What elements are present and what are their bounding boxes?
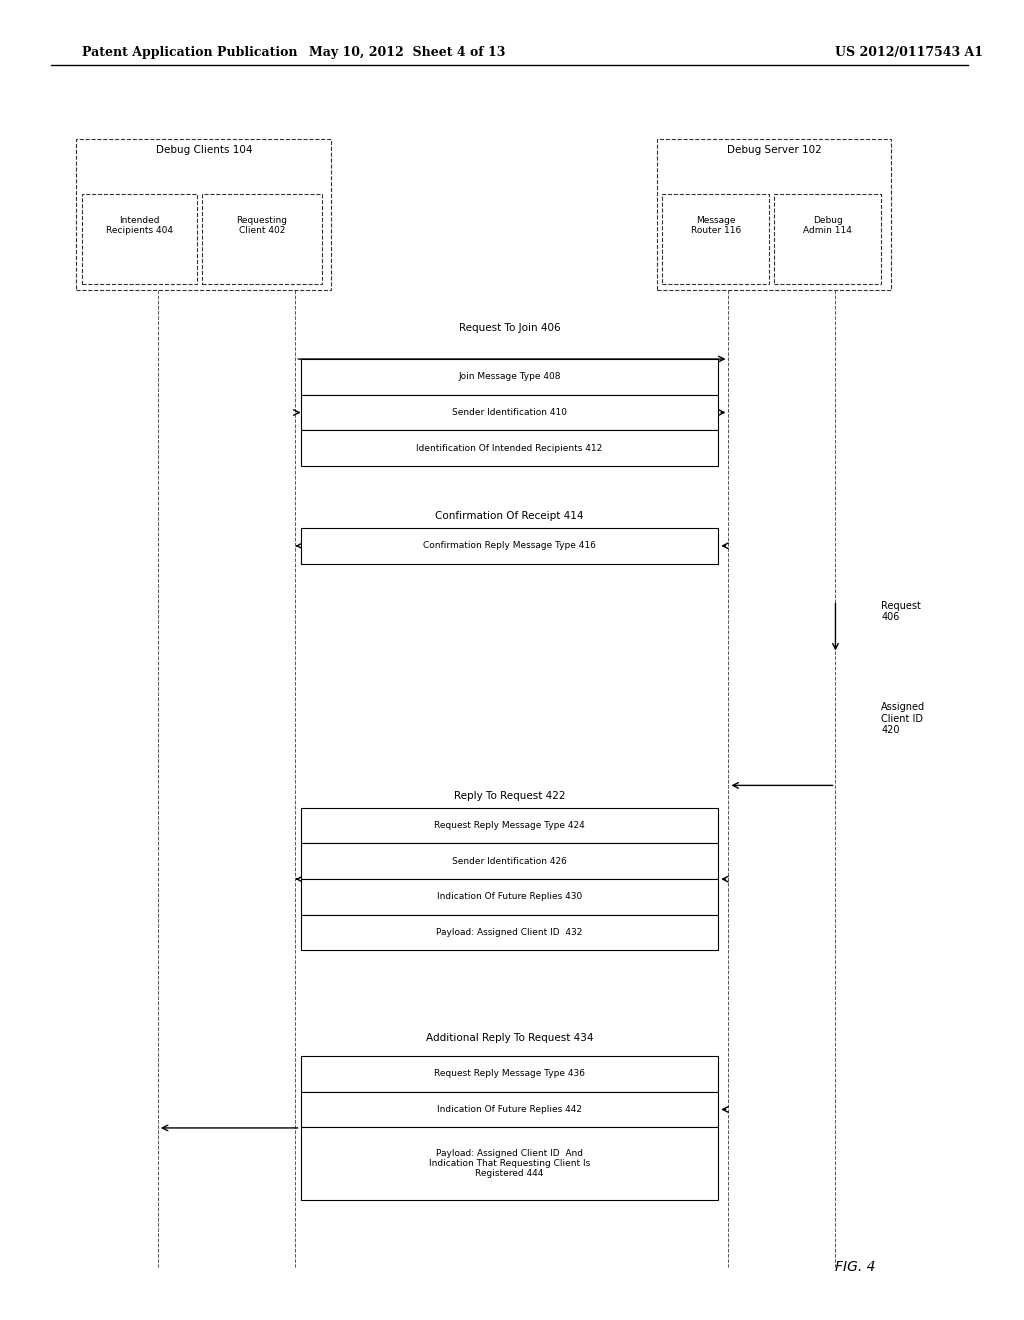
FancyBboxPatch shape <box>301 430 718 466</box>
Text: Assigned
Client ID
420: Assigned Client ID 420 <box>882 702 926 735</box>
Text: Join Message Type 408: Join Message Type 408 <box>458 372 561 381</box>
Text: May 10, 2012  Sheet 4 of 13: May 10, 2012 Sheet 4 of 13 <box>309 46 506 59</box>
Text: Indication Of Future Replies 430: Indication Of Future Replies 430 <box>437 892 582 902</box>
Text: Payload: Assigned Client ID  432: Payload: Assigned Client ID 432 <box>436 928 583 937</box>
Text: Reply To Request 422: Reply To Request 422 <box>454 791 565 801</box>
Text: Identification Of Intended Recipients 412: Identification Of Intended Recipients 41… <box>417 444 602 453</box>
Text: Request To Join 406: Request To Join 406 <box>459 322 560 333</box>
Text: Indication Of Future Replies 442: Indication Of Future Replies 442 <box>437 1105 582 1114</box>
FancyBboxPatch shape <box>657 139 892 290</box>
Text: Intended
Recipients 404: Intended Recipients 404 <box>105 216 173 235</box>
Text: Request Reply Message Type 424: Request Reply Message Type 424 <box>434 821 585 830</box>
FancyBboxPatch shape <box>301 1127 718 1200</box>
Text: Additional Reply To Request 434: Additional Reply To Request 434 <box>426 1032 593 1043</box>
Text: Sender Identification 426: Sender Identification 426 <box>452 857 567 866</box>
FancyBboxPatch shape <box>301 1056 718 1092</box>
FancyBboxPatch shape <box>301 915 718 950</box>
FancyBboxPatch shape <box>82 194 197 284</box>
FancyBboxPatch shape <box>663 194 769 284</box>
FancyBboxPatch shape <box>301 879 718 915</box>
Text: Patent Application Publication: Patent Application Publication <box>82 46 297 59</box>
Text: Requesting
Client 402: Requesting Client 402 <box>237 216 288 235</box>
Text: Debug Server 102: Debug Server 102 <box>727 145 821 156</box>
Text: Request Reply Message Type 436: Request Reply Message Type 436 <box>434 1069 585 1078</box>
Text: US 2012/0117543 A1: US 2012/0117543 A1 <box>836 46 983 59</box>
FancyBboxPatch shape <box>301 808 718 843</box>
Text: FIG. 4: FIG. 4 <box>836 1259 876 1274</box>
Text: Debug
Admin 114: Debug Admin 114 <box>804 216 852 235</box>
Text: Sender Identification 410: Sender Identification 410 <box>452 408 567 417</box>
FancyBboxPatch shape <box>202 194 322 284</box>
FancyBboxPatch shape <box>301 359 718 395</box>
FancyBboxPatch shape <box>301 395 718 430</box>
Text: Payload: Assigned Client ID  And
Indication That Requesting Client Is
Registered: Payload: Assigned Client ID And Indicati… <box>429 1148 590 1179</box>
FancyBboxPatch shape <box>77 139 331 290</box>
FancyBboxPatch shape <box>301 843 718 879</box>
Text: Confirmation Of Receipt 414: Confirmation Of Receipt 414 <box>435 511 584 521</box>
Text: Confirmation Reply Message Type 416: Confirmation Reply Message Type 416 <box>423 541 596 550</box>
Text: Debug Clients 104: Debug Clients 104 <box>156 145 252 156</box>
FancyBboxPatch shape <box>774 194 882 284</box>
FancyBboxPatch shape <box>301 528 718 564</box>
Text: Request
406: Request 406 <box>882 601 922 622</box>
FancyBboxPatch shape <box>301 1092 718 1127</box>
Text: Message
Router 116: Message Router 116 <box>690 216 741 235</box>
